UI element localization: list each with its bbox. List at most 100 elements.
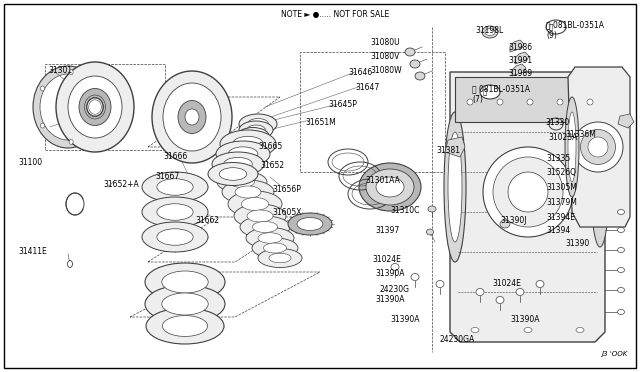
Ellipse shape — [40, 74, 96, 140]
Ellipse shape — [162, 271, 208, 293]
Text: J3 'OOK: J3 'OOK — [602, 351, 628, 357]
Bar — [300, 52, 445, 172]
Text: 31986: 31986 — [508, 42, 532, 51]
Ellipse shape — [524, 327, 532, 333]
Ellipse shape — [145, 263, 225, 301]
Bar — [45, 64, 165, 150]
Ellipse shape — [500, 220, 510, 228]
Ellipse shape — [79, 89, 111, 125]
Ellipse shape — [94, 116, 98, 122]
Ellipse shape — [410, 60, 420, 68]
Text: 31305M: 31305M — [546, 183, 577, 192]
Ellipse shape — [536, 280, 544, 288]
Ellipse shape — [576, 327, 584, 333]
Text: 31652+A: 31652+A — [103, 180, 139, 189]
Text: Ⓑ: Ⓑ — [549, 24, 553, 30]
Ellipse shape — [208, 163, 258, 186]
Ellipse shape — [157, 204, 193, 220]
Polygon shape — [618, 114, 634, 128]
Text: 31023A: 31023A — [548, 132, 577, 141]
Ellipse shape — [405, 48, 415, 56]
Text: 31390A: 31390A — [375, 269, 404, 279]
Ellipse shape — [288, 213, 332, 235]
Text: 31646: 31646 — [348, 67, 372, 77]
Ellipse shape — [568, 112, 576, 182]
Ellipse shape — [163, 315, 207, 336]
Ellipse shape — [228, 191, 282, 217]
Ellipse shape — [573, 122, 623, 172]
Text: 31397: 31397 — [375, 225, 399, 234]
Ellipse shape — [444, 112, 466, 262]
Text: 31645P: 31645P — [328, 99, 357, 109]
Ellipse shape — [212, 152, 264, 176]
Text: 31301AA: 31301AA — [365, 176, 400, 185]
Ellipse shape — [157, 229, 193, 245]
Text: 31647: 31647 — [355, 83, 380, 92]
Ellipse shape — [264, 243, 287, 253]
Ellipse shape — [234, 204, 286, 228]
Text: Ⓑ 081BL-0351A
(7): Ⓑ 081BL-0351A (7) — [472, 84, 530, 104]
Text: 24230GA: 24230GA — [440, 336, 476, 344]
Ellipse shape — [411, 273, 419, 280]
Ellipse shape — [228, 147, 258, 161]
Ellipse shape — [493, 157, 563, 227]
Ellipse shape — [244, 131, 262, 141]
Ellipse shape — [216, 141, 270, 167]
Polygon shape — [445, 137, 465, 157]
Ellipse shape — [426, 229, 433, 235]
Ellipse shape — [248, 119, 268, 129]
Ellipse shape — [269, 253, 291, 263]
Text: 31394: 31394 — [546, 225, 570, 234]
Text: 31024E: 31024E — [492, 279, 521, 289]
Ellipse shape — [224, 157, 252, 171]
Ellipse shape — [428, 206, 436, 212]
Ellipse shape — [246, 228, 294, 248]
Text: 31336M: 31336M — [565, 129, 596, 138]
Ellipse shape — [557, 99, 563, 105]
Text: 31080V: 31080V — [370, 51, 399, 61]
Text: 31666: 31666 — [163, 151, 188, 160]
Text: 31198L: 31198L — [475, 26, 503, 35]
Ellipse shape — [222, 180, 274, 204]
Ellipse shape — [480, 85, 500, 99]
Text: 31651M: 31651M — [305, 118, 336, 126]
Ellipse shape — [239, 114, 277, 134]
Text: 31100: 31100 — [18, 157, 42, 167]
Ellipse shape — [152, 71, 232, 163]
Ellipse shape — [69, 139, 73, 144]
Ellipse shape — [67, 260, 72, 267]
Text: Ⓑ 081BL-0351A
(9): Ⓑ 081BL-0351A (9) — [546, 20, 604, 40]
Text: 31080W: 31080W — [370, 65, 402, 74]
Ellipse shape — [471, 327, 479, 333]
Ellipse shape — [496, 296, 504, 304]
Text: 31667: 31667 — [155, 171, 179, 180]
Ellipse shape — [157, 179, 193, 195]
Polygon shape — [450, 72, 605, 342]
Ellipse shape — [235, 186, 261, 198]
Ellipse shape — [241, 198, 269, 211]
Ellipse shape — [618, 228, 625, 232]
Text: 31024E: 31024E — [372, 256, 401, 264]
Ellipse shape — [142, 172, 208, 202]
Text: 31411E: 31411E — [18, 247, 47, 257]
Ellipse shape — [237, 128, 269, 144]
Text: 31301: 31301 — [48, 65, 72, 74]
Polygon shape — [512, 64, 526, 76]
Text: 31080U: 31080U — [370, 38, 399, 46]
Ellipse shape — [87, 98, 103, 116]
Ellipse shape — [527, 99, 533, 105]
Polygon shape — [568, 67, 630, 227]
Ellipse shape — [516, 289, 524, 295]
Ellipse shape — [588, 137, 608, 157]
Ellipse shape — [185, 109, 199, 125]
Text: 31394E: 31394E — [546, 212, 575, 221]
Ellipse shape — [376, 177, 404, 197]
Ellipse shape — [258, 248, 302, 267]
Ellipse shape — [618, 267, 625, 273]
Text: 31381: 31381 — [436, 145, 460, 154]
Ellipse shape — [591, 127, 609, 247]
Ellipse shape — [258, 233, 282, 243]
Ellipse shape — [391, 263, 399, 270]
Text: 31665: 31665 — [258, 141, 282, 151]
Text: Ⓑ: Ⓑ — [483, 89, 487, 95]
